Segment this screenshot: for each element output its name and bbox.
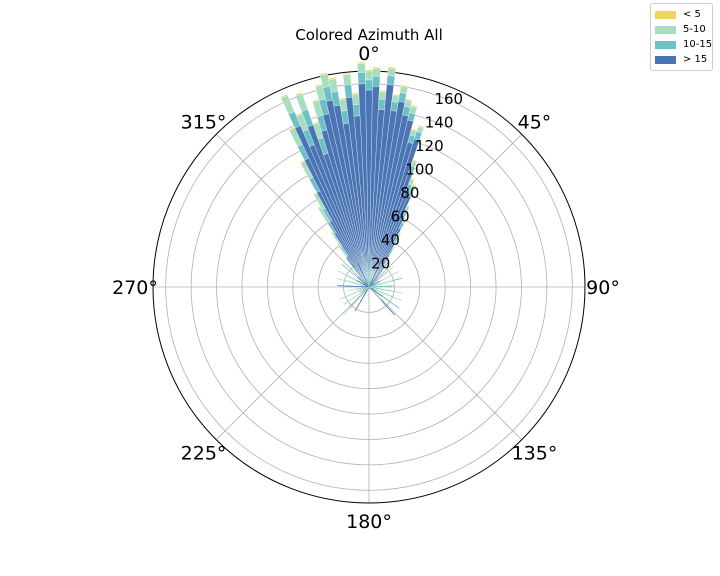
theta-tick-label-45: 45° <box>518 112 552 134</box>
spoke-40 <box>357 276 370 288</box>
theta-grid-line-135 <box>368 286 523 441</box>
legend-swatch <box>655 10 676 19</box>
labels-layer: 0° 45° 90° 135° 180° 225° 270° 315° 20 40 60 80 100 1… <box>112 43 620 533</box>
legend-label: 10-15 <box>683 39 713 50</box>
bar--5-0deg <box>365 69 373 72</box>
spoke-59 <box>342 286 370 316</box>
spoke-39 <box>368 286 403 301</box>
bar--5--12deg <box>319 72 328 76</box>
spoke-47 <box>368 268 374 288</box>
bars-layer <box>280 61 425 288</box>
theta-grid-line-45 <box>368 133 523 288</box>
spoke-57 <box>350 286 370 296</box>
chart-title: Colored Azimuth All <box>295 26 443 44</box>
bar--5-2deg <box>372 67 381 69</box>
spoke-50 <box>368 286 383 297</box>
bar-10-15-6deg <box>386 75 396 86</box>
bar--5--20deg <box>295 92 303 97</box>
r-tick-label-60: 60 <box>391 208 410 226</box>
spoke-43 <box>368 280 381 288</box>
spoke-51 <box>353 266 370 288</box>
legend-label: 5-10 <box>683 24 706 35</box>
bar-5-10-0deg <box>365 70 373 81</box>
r-tick-label-160: 160 <box>434 90 463 108</box>
legend: < 5 5-10 10-15 > 15 <box>650 3 713 71</box>
bar--5-6deg <box>387 66 397 69</box>
bar-5-10-2deg <box>372 68 381 77</box>
spoke-58 <box>368 260 382 288</box>
legend-swatch <box>655 25 676 34</box>
spoke-37 <box>368 286 382 301</box>
legend-item: < 5 <box>655 7 708 22</box>
spoke-38 <box>357 262 370 288</box>
legend-item: > 15 <box>655 52 708 67</box>
spoke-44 <box>347 286 370 292</box>
bar-10-15-0deg <box>365 79 373 91</box>
spoke-42 <box>336 278 370 288</box>
legend-item: 5-10 <box>655 22 708 37</box>
spoke-55 <box>337 285 370 288</box>
legend-swatch <box>655 40 676 49</box>
spoke-52 <box>368 286 403 294</box>
bar-10-15--2deg <box>357 72 366 85</box>
bar--5-30deg <box>398 232 402 235</box>
legend-label: > 15 <box>683 54 708 65</box>
bar--5-24deg <box>411 183 417 188</box>
bar--5--10deg <box>328 77 337 81</box>
legend-swatch <box>655 55 676 64</box>
r-tick-label-100: 100 <box>405 161 434 179</box>
spoke-45 <box>368 262 388 288</box>
bar--5-28deg <box>403 217 407 221</box>
legend-item: 10-15 <box>655 37 712 52</box>
theta-tick-label-0: 0° <box>358 43 380 65</box>
theta-tick-label-90: 90° <box>586 277 620 299</box>
bar-10-15-4deg <box>378 99 386 110</box>
legend-label: < 5 <box>683 9 701 20</box>
bar--5-10deg <box>400 84 409 88</box>
bar-5-10--6deg <box>342 74 352 86</box>
theta-grid-line-225 <box>215 286 370 441</box>
bar--5-34deg <box>387 256 390 260</box>
bar-10-15--6deg <box>344 84 353 98</box>
spokes-layer <box>336 248 403 316</box>
bar--5-22deg <box>410 177 415 181</box>
bar--5-14deg <box>410 104 418 108</box>
theta-tick-label-270: 270° <box>112 277 158 299</box>
spoke-54 <box>368 280 392 288</box>
r-tick-label-120: 120 <box>415 137 444 155</box>
theta-grid-line-315 <box>215 133 370 288</box>
bar--5-18deg <box>417 125 425 129</box>
theta-tick-label-225: 225° <box>181 442 227 464</box>
spoke-49 <box>360 250 370 288</box>
bar-5-10--24deg <box>280 94 295 115</box>
r-tick-label-40: 40 <box>381 231 400 249</box>
bar--5-40deg <box>378 273 381 276</box>
spoke-48 <box>354 286 370 312</box>
theta-tick-label-135: 135° <box>512 442 558 464</box>
spoke-56 <box>368 279 379 288</box>
bar-10-15-2deg <box>372 75 381 87</box>
bar-5-10--20deg <box>295 93 308 112</box>
bar--5-26deg <box>406 205 411 208</box>
bar--5--24deg <box>280 93 288 99</box>
r-tick-label-140: 140 <box>425 114 454 132</box>
bar--5--2deg <box>357 61 366 64</box>
spoke-53 <box>356 280 370 288</box>
bar--5-32deg <box>393 245 396 248</box>
bar-10-15--4deg <box>352 104 361 117</box>
bar-5-10-6deg <box>387 67 396 77</box>
theta-tick-label-180: 180° <box>346 511 392 533</box>
bar--5-12deg <box>405 98 413 102</box>
r-tick-label-20: 20 <box>371 255 390 273</box>
bar--5-20deg <box>412 159 418 163</box>
r-tick-label-80: 80 <box>400 184 419 202</box>
bar-5-10-8deg <box>391 95 400 103</box>
bar--5--6deg <box>342 72 351 76</box>
theta-tick-label-315: 315° <box>181 112 227 134</box>
bar-5-10-4deg <box>378 91 387 100</box>
bar-5-10--4deg <box>352 93 360 105</box>
spoke-41 <box>368 285 394 288</box>
